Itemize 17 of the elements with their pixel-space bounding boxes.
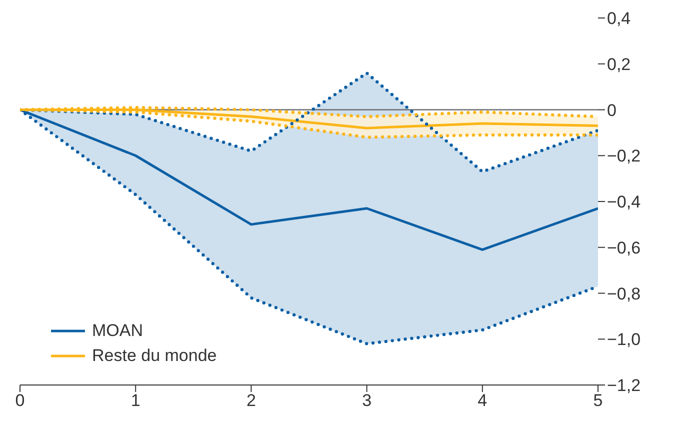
x-tick-label: 2 (246, 391, 256, 410)
x-tick-label: 5 (593, 391, 603, 410)
y-tick-label: −0,8 (607, 284, 641, 304)
y-tick-label: −0,2 (607, 146, 641, 166)
x-tick-label: 1 (130, 391, 140, 410)
legend-label: Reste du monde (92, 346, 217, 366)
y-tick-label: −1,2 (607, 376, 641, 396)
y-tick-label: 0,2 (607, 54, 631, 74)
y-tick-label: 0 (607, 100, 616, 120)
y-tick-label: −0,6 (607, 238, 641, 258)
x-tick-label: 3 (362, 391, 372, 410)
x-tick-label: 0 (15, 391, 25, 410)
x-tick-label: 4 (478, 391, 488, 410)
y-tick-label: 0,4 (607, 9, 631, 28)
y-tick-label: −0,4 (607, 192, 641, 212)
y-tick-label: −1,0 (607, 330, 641, 350)
legend-label: MOAN (92, 320, 143, 340)
